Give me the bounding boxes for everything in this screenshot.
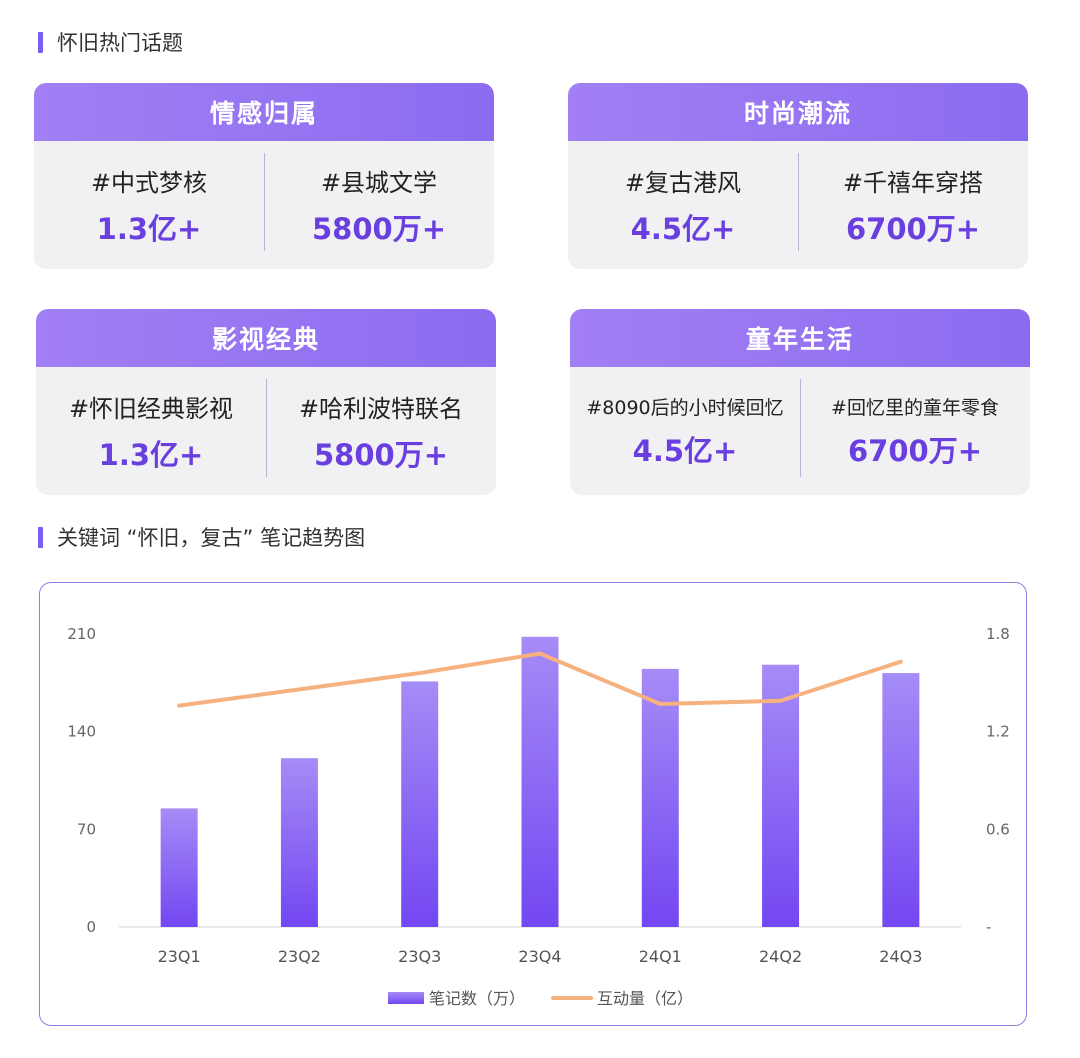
topic-value: 4.5亿+ [632,434,738,468]
card-title: 情感归属 [34,83,494,141]
bar-24Q1 [641,668,679,927]
section-title-text: 关键词 “怀旧，复古” 笔记趋势图 [57,526,366,550]
trend-chart: 0 70 140 210 - 0.6 1.2 1.8 23Q1 23Q2 23Q3 23Q4 24Q… [67,625,1010,1008]
topic-item: #回忆里的童年零食 6700万+ [800,367,1030,495]
topic-value: 6700万+ [847,434,982,468]
x-tick-label: 23Q1 [158,947,201,966]
trend-chart-container: 0 70 140 210 - 0.6 1.2 1.8 23Q1 23Q2 23Q3 23Q4 24Q… [39,582,1027,1026]
y-left-tick-label: 70 [77,820,96,838]
bar-23Q4 [521,636,559,927]
y-right-tick-label: 1.8 [986,625,1010,643]
topic-name: #中式梦核 [90,169,208,197]
topic-card-fashion: 时尚潮流 #复古港风 4.5亿+ #千禧年穿搭 6700万+ [568,83,1028,269]
section-title-trend: 关键词 “怀旧，复古” 笔记趋势图 [38,524,365,550]
topic-item: #哈利波特联名 5800万+ [266,367,496,495]
bar-24Q3 [882,673,920,927]
topic-value: 1.3亿+ [96,212,202,246]
section-marker [38,31,43,53]
topic-card-emotion: 情感归属 #中式梦核 1.3亿+ #县城文学 5800万+ [34,83,494,269]
legend-swatch-notes [388,992,424,1004]
topic-item: #千禧年穿搭 6700万+ [798,141,1028,269]
y-right-tick-label: 1.2 [986,723,1010,741]
divider [266,379,267,477]
topic-name: #复古港风 [624,169,742,197]
bar-23Q2 [280,758,318,927]
topic-value: 5800万+ [311,212,446,246]
x-tick-label: 23Q2 [278,947,321,966]
topic-name: #哈利波特联名 [298,395,464,423]
card-title: 时尚潮流 [568,83,1028,141]
topic-item: #复古港风 4.5亿+ [568,141,798,269]
x-tick-label: 23Q3 [398,947,441,966]
topic-name: #县城文学 [320,169,438,197]
bar-23Q1 [160,808,198,927]
x-tick-label: 24Q2 [759,947,802,966]
topic-item: #中式梦核 1.3亿+ [34,141,264,269]
topic-card-film: 影视经典 #怀旧经典影视 1.3亿+ #哈利波特联名 5800万+ [36,309,496,495]
topic-item: #8090后的小时候回忆 4.5亿+ [570,367,800,495]
card-title: 影视经典 [36,309,496,367]
topic-name: #怀旧经典影视 [68,395,234,423]
divider [798,153,799,251]
topic-item: #县城文学 5800万+ [264,141,494,269]
bar-23Q3 [401,681,439,927]
bar-24Q2 [762,664,800,927]
y-left-tick-label: 0 [86,918,96,936]
x-tick-label: 24Q1 [639,947,682,966]
y-left-tick-label: 210 [67,625,96,643]
topic-name: #8090后的小时候回忆 [586,397,784,419]
section-title-text: 怀旧热门话题 [57,31,183,55]
x-tick-label: 23Q4 [518,947,561,966]
divider [800,379,801,477]
topic-value: 1.3亿+ [98,438,204,472]
topic-value: 4.5亿+ [630,212,736,246]
topic-card-childhood: 童年生活 #8090后的小时候回忆 4.5亿+ #回忆里的童年零食 6700万+ [570,309,1030,495]
legend-label-notes: 笔记数（万） [429,989,525,1008]
topic-value: 6700万+ [845,212,980,246]
y-right-tick-label: - [986,918,991,936]
section-marker [38,526,43,548]
x-tick-label: 24Q3 [879,947,922,966]
topic-name: #回忆里的童年零食 [831,397,999,419]
card-title: 童年生活 [570,309,1030,367]
section-title-hot-topics: 怀旧热门话题 [38,29,183,55]
topic-item: #怀旧经典影视 1.3亿+ [36,367,266,495]
legend-label-interactions: 互动量（亿） [597,989,693,1008]
topic-value: 5800万+ [313,438,448,472]
y-right-tick-label: 0.6 [986,820,1010,838]
divider [264,153,265,251]
y-left-tick-label: 140 [67,723,96,741]
topic-name: #千禧年穿搭 [842,169,984,197]
